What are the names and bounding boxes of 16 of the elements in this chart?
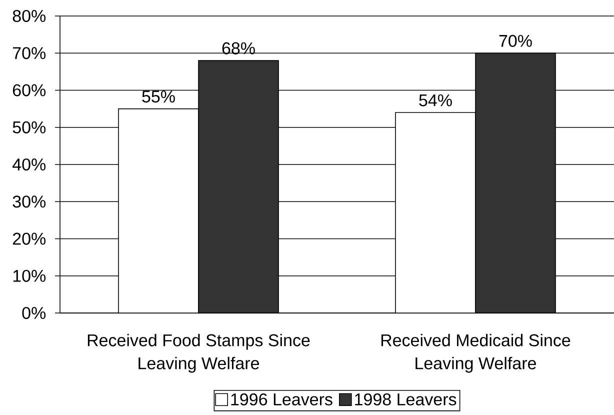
x-tick-label: Received Food Stamps Since Leaving Welfare [88,334,310,373]
y-tick-label: 20% [12,232,46,245]
y-tick-label: 40% [12,158,46,171]
legend-label: 1996 Leavers [231,393,332,406]
y-tick-label: 0% [22,306,46,320]
y-tick-label: 10% [13,270,46,282]
y-tick-label: 80% [12,10,46,22]
y-tick-label: 60% [12,84,46,96]
data-label: 70% [499,34,532,47]
legend-label: 1998 Leavers [355,393,456,406]
data-label: 55% [142,90,175,103]
data-label: 54% [419,94,452,106]
y-tick-label: 50% [12,121,46,134]
y-tick-label: 70% [12,47,46,60]
x-tick-label: Received Medicaid Since Leaving Welfare [381,334,570,373]
y-tick-label: 30% [12,196,46,208]
